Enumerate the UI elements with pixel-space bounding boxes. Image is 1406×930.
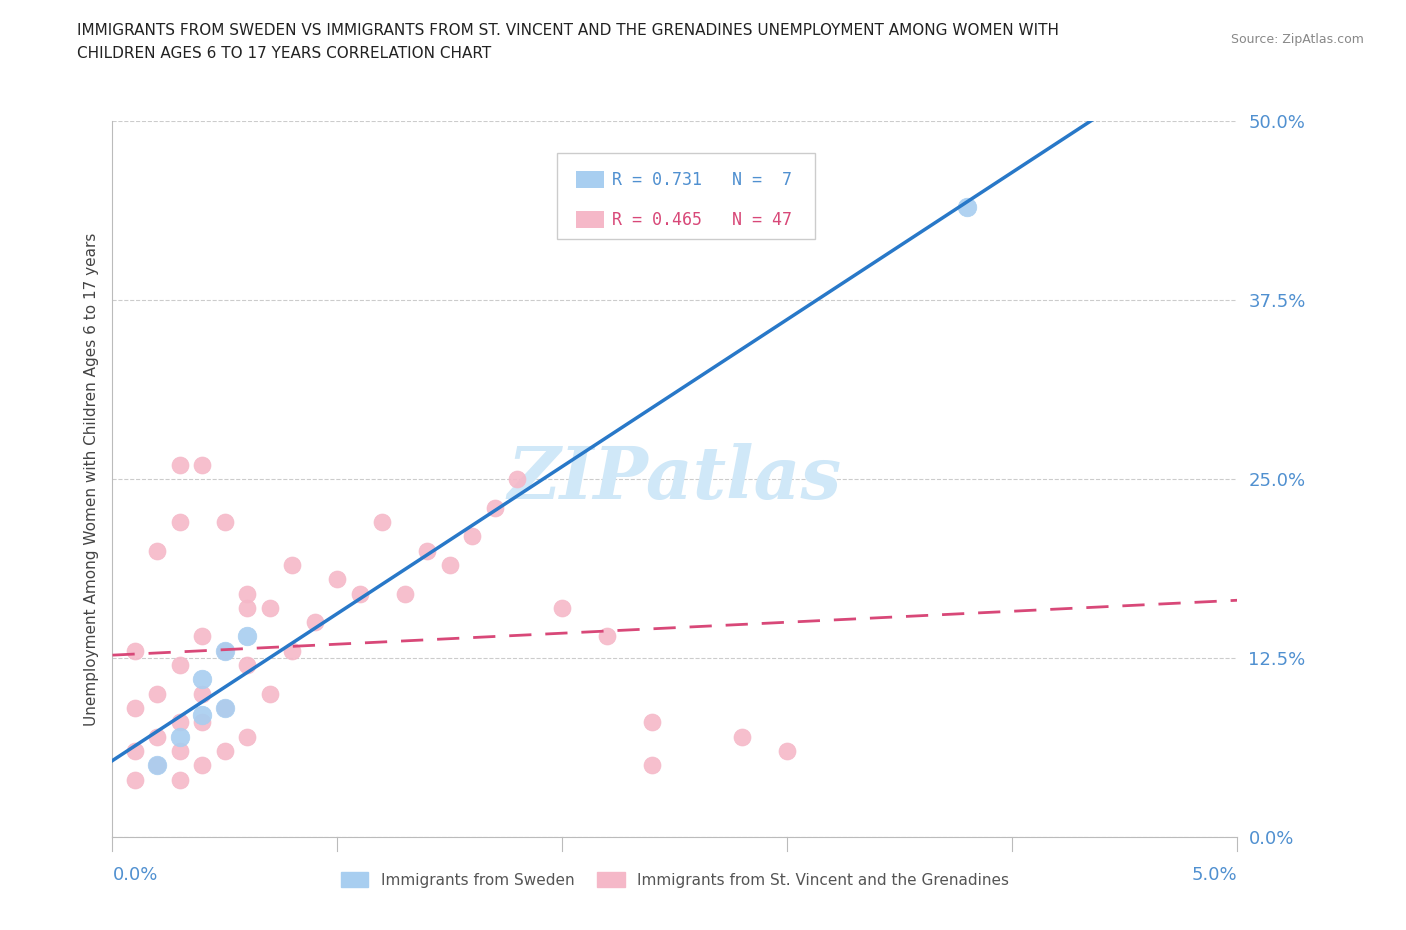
Point (191, 715, 214, 730)
Point (169, 729, 191, 744)
Point (191, 458, 214, 472)
Point (326, 572, 349, 587)
Point (169, 658, 191, 672)
FancyBboxPatch shape (557, 153, 815, 239)
Point (169, 744, 191, 759)
Point (236, 629, 259, 644)
Text: CHILDREN AGES 6 TO 17 YEARS CORRELATION CHART: CHILDREN AGES 6 TO 17 YEARS CORRELATION … (77, 46, 492, 61)
Point (236, 658, 259, 672)
Point (236, 586, 259, 601)
Point (236, 601, 259, 616)
Text: IMMIGRANTS FROM SWEDEN VS IMMIGRANTS FROM ST. VINCENT AND THE GRENADINES UNEMPLO: IMMIGRANTS FROM SWEDEN VS IMMIGRANTS FRO… (77, 23, 1059, 38)
Point (124, 700, 146, 715)
Point (191, 708, 214, 723)
Point (416, 543, 439, 558)
Point (124, 644, 146, 658)
Point (214, 644, 236, 658)
Point (214, 700, 236, 715)
Point (551, 601, 574, 616)
Text: R = 0.465   N = 47: R = 0.465 N = 47 (612, 211, 792, 229)
Text: Source: ZipAtlas.com: Source: ZipAtlas.com (1230, 33, 1364, 46)
Text: ZIPatlas: ZIPatlas (508, 444, 842, 514)
Point (191, 672, 214, 687)
Point (124, 744, 146, 759)
Point (281, 557, 304, 572)
Point (124, 772, 146, 787)
Point (371, 514, 394, 529)
Point (776, 744, 799, 759)
Point (304, 615, 326, 630)
Text: 5.0%: 5.0% (1192, 866, 1237, 884)
Point (641, 758, 664, 773)
Point (169, 715, 191, 730)
Point (596, 629, 619, 644)
Text: R = 0.731   N =  7: R = 0.731 N = 7 (612, 170, 792, 189)
Point (259, 686, 281, 701)
Point (146, 686, 169, 701)
Text: 0.0%: 0.0% (112, 866, 157, 884)
FancyBboxPatch shape (576, 171, 605, 188)
Point (169, 458, 191, 472)
Point (236, 729, 259, 744)
Point (191, 629, 214, 644)
Point (956, 199, 979, 214)
Point (214, 644, 236, 658)
Point (169, 772, 191, 787)
Y-axis label: Unemployment Among Women with Children Ages 6 to 17 years: Unemployment Among Women with Children A… (83, 232, 98, 725)
Point (214, 700, 236, 715)
Point (506, 472, 529, 486)
Legend: Immigrants from Sweden, Immigrants from St. Vincent and the Grenadines: Immigrants from Sweden, Immigrants from … (335, 866, 1015, 894)
Point (731, 729, 754, 744)
Point (461, 529, 484, 544)
Point (169, 514, 191, 529)
Point (349, 586, 371, 601)
Point (259, 601, 281, 616)
FancyBboxPatch shape (576, 211, 605, 229)
Point (146, 758, 169, 773)
Point (281, 644, 304, 658)
Point (484, 500, 506, 515)
Point (191, 758, 214, 773)
Point (214, 514, 236, 529)
Point (439, 557, 461, 572)
Point (146, 729, 169, 744)
Point (214, 744, 236, 759)
Point (191, 686, 214, 701)
Point (394, 586, 416, 601)
Point (146, 758, 169, 773)
Point (641, 715, 664, 730)
Point (146, 543, 169, 558)
